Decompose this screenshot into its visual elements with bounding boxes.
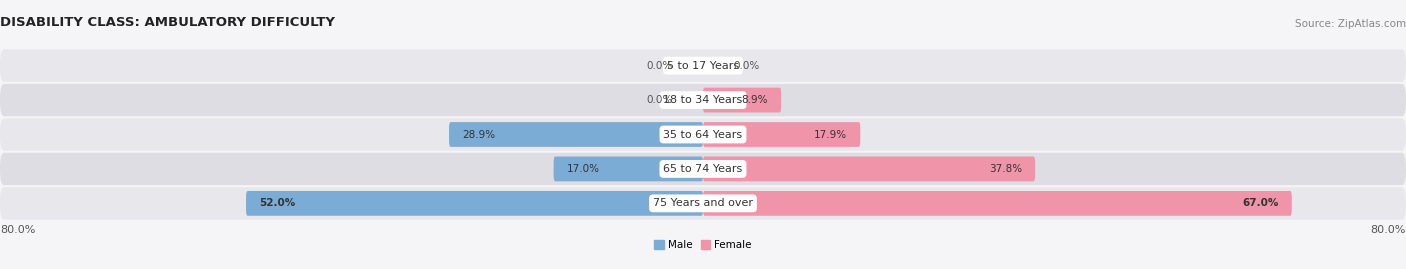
Legend: Male, Female: Male, Female	[651, 237, 755, 253]
Text: 0.0%: 0.0%	[645, 61, 672, 71]
Text: 28.9%: 28.9%	[463, 129, 495, 140]
Text: 35 to 64 Years: 35 to 64 Years	[664, 129, 742, 140]
Text: 37.8%: 37.8%	[988, 164, 1022, 174]
Text: 0.0%: 0.0%	[734, 61, 761, 71]
Text: 52.0%: 52.0%	[259, 198, 295, 208]
Text: 17.0%: 17.0%	[567, 164, 600, 174]
FancyBboxPatch shape	[449, 122, 703, 147]
FancyBboxPatch shape	[0, 153, 1406, 185]
Text: 17.9%: 17.9%	[814, 129, 846, 140]
Text: 80.0%: 80.0%	[0, 225, 35, 235]
FancyBboxPatch shape	[703, 157, 1035, 181]
FancyBboxPatch shape	[703, 88, 782, 112]
Text: 0.0%: 0.0%	[645, 95, 672, 105]
Text: 80.0%: 80.0%	[1371, 225, 1406, 235]
Text: 75 Years and over: 75 Years and over	[652, 198, 754, 208]
FancyBboxPatch shape	[0, 49, 1406, 82]
FancyBboxPatch shape	[554, 157, 703, 181]
Text: Source: ZipAtlas.com: Source: ZipAtlas.com	[1295, 19, 1406, 30]
Text: 5 to 17 Years: 5 to 17 Years	[666, 61, 740, 71]
FancyBboxPatch shape	[246, 191, 703, 216]
FancyBboxPatch shape	[0, 84, 1406, 116]
FancyBboxPatch shape	[703, 122, 860, 147]
Text: 67.0%: 67.0%	[1243, 198, 1278, 208]
Text: 65 to 74 Years: 65 to 74 Years	[664, 164, 742, 174]
FancyBboxPatch shape	[0, 118, 1406, 151]
FancyBboxPatch shape	[0, 187, 1406, 220]
FancyBboxPatch shape	[703, 191, 1292, 216]
Text: 8.9%: 8.9%	[741, 95, 768, 105]
Text: DISABILITY CLASS: AMBULATORY DIFFICULTY: DISABILITY CLASS: AMBULATORY DIFFICULTY	[0, 16, 335, 30]
Text: 18 to 34 Years: 18 to 34 Years	[664, 95, 742, 105]
